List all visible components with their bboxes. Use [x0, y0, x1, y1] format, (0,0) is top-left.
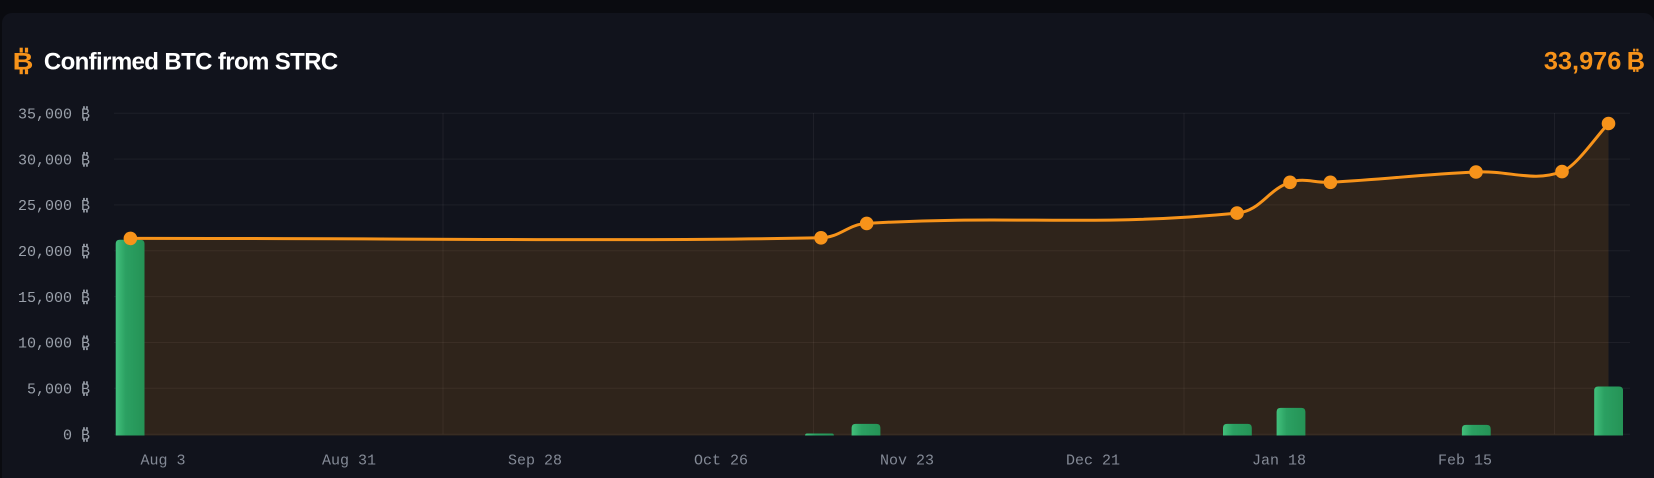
svg-text:5,000 B: 5,000 B: [27, 382, 90, 399]
svg-text:B: B: [13, 48, 34, 75]
svg-text:0 B: 0 B: [63, 427, 90, 444]
svg-text:Sep 28: Sep 28: [508, 453, 562, 470]
svg-text:Confirmed BTC from STRC: Confirmed BTC from STRC: [44, 49, 338, 76]
svg-text:35,000 B: 35,000 B: [18, 106, 90, 123]
svg-text:Nov 23: Nov 23: [880, 453, 934, 470]
svg-text:Oct 26: Oct 26: [694, 453, 748, 470]
svg-text:Aug 3: Aug 3: [140, 453, 185, 470]
svg-text:Dec 21: Dec 21: [1066, 453, 1120, 470]
svg-text:15,000 B: 15,000 B: [18, 290, 90, 307]
svg-text:33,976: 33,976: [1544, 47, 1621, 75]
svg-text:25,000 B: 25,000 B: [18, 198, 90, 215]
svg-text:B: B: [1627, 47, 1645, 75]
svg-text:Feb 15: Feb 15: [1438, 453, 1492, 470]
svg-text:Aug 31: Aug 31: [322, 453, 376, 470]
svg-text:30,000 B: 30,000 B: [18, 152, 90, 169]
svg-text:10,000 B: 10,000 B: [18, 336, 90, 353]
svg-text:Jan 18: Jan 18: [1252, 453, 1306, 470]
svg-text:20,000 B: 20,000 B: [18, 244, 90, 261]
